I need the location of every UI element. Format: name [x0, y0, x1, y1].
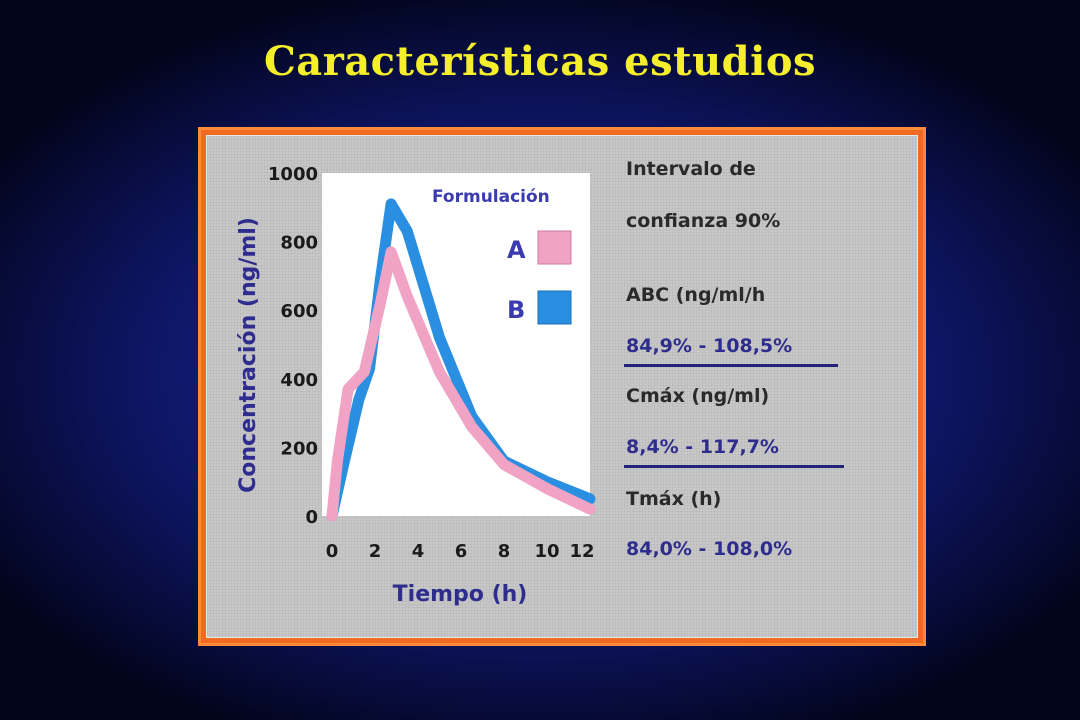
legend-label-a: A — [507, 236, 526, 264]
tmax-value: 84,0% - 108,0% — [626, 538, 793, 560]
legend-title: Formulación — [432, 187, 550, 207]
x-tick-label: 12 — [569, 541, 594, 562]
abc-divider — [624, 364, 838, 367]
y-tick-label: 600 — [280, 301, 318, 322]
x-tick-label: 0 — [326, 541, 339, 562]
x-tick-label: 2 — [369, 541, 382, 562]
y-axis-title: Concentración (ng/ml) — [236, 217, 261, 493]
y-tick-label: 0 — [305, 507, 318, 528]
cmax-label: Cmáx (ng/ml) — [626, 385, 770, 407]
x-tick-label: 8 — [498, 541, 511, 562]
tmax-label: Tmáx (h) — [626, 488, 722, 510]
legend-swatch-a — [537, 230, 572, 265]
legend-label-b: B — [507, 296, 525, 324]
series-layer — [326, 198, 596, 522]
cmax-divider — [624, 465, 844, 468]
abc-label: ABC (ng/ml/h — [626, 284, 766, 306]
y-tick-label: 1000 — [268, 164, 318, 185]
x-axis-title: Tiempo (h) — [393, 582, 528, 607]
ci-heading-line2: confianza 90% — [626, 210, 781, 232]
plot-area — [322, 173, 590, 516]
x-tick-label: 4 — [412, 541, 425, 562]
x-tick-label: 10 — [534, 541, 559, 562]
y-tick-labels: 0 200 400 600 800 1000 — [268, 164, 318, 528]
legend-swatch-b — [537, 290, 572, 325]
x-tick-label: 6 — [455, 541, 468, 562]
slide-title: Características estudios — [263, 38, 817, 85]
x-tick-labels: 0 2 4 6 8 10 12 — [326, 541, 595, 562]
y-tick-label: 800 — [280, 233, 318, 254]
y-tick-label: 400 — [280, 370, 318, 391]
ci-heading-line1: Intervalo de — [626, 158, 756, 180]
cmax-value: 8,4% - 117,7% — [626, 436, 779, 458]
y-tick-label: 200 — [280, 438, 318, 459]
abc-value: 84,9% - 108,5% — [626, 335, 793, 357]
series-line-a — [326, 246, 596, 522]
